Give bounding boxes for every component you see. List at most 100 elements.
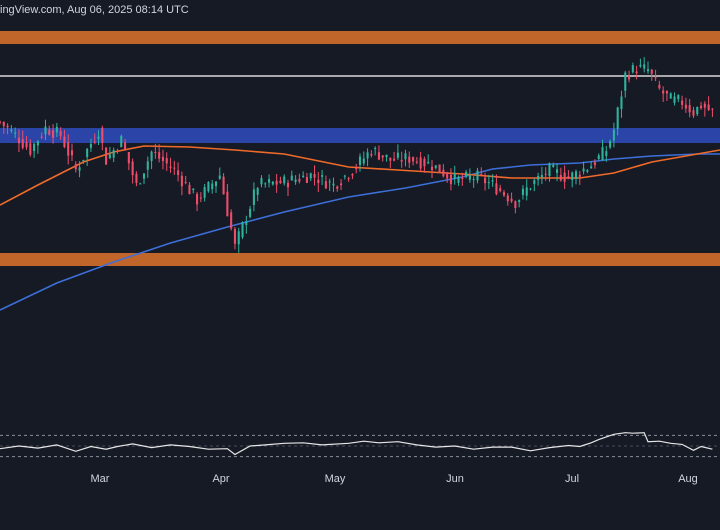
candle xyxy=(499,184,502,193)
candle xyxy=(237,227,240,253)
candle-body xyxy=(412,157,415,162)
candle-body xyxy=(279,180,282,184)
candle xyxy=(590,161,593,169)
candle xyxy=(673,92,676,106)
candle xyxy=(241,221,244,240)
candle-body xyxy=(313,173,316,178)
candle xyxy=(419,151,422,171)
candle-body xyxy=(302,175,305,178)
candle xyxy=(574,169,578,185)
candle-body xyxy=(499,188,502,192)
candle-body xyxy=(370,154,373,156)
candle-body xyxy=(33,143,36,152)
candle-body xyxy=(271,181,274,185)
candle xyxy=(688,98,691,118)
candle xyxy=(468,168,471,183)
x-tick-jun: Jun xyxy=(446,473,464,485)
candle xyxy=(472,176,475,188)
candle-body xyxy=(230,212,233,229)
candle-body xyxy=(442,169,445,177)
candle-body xyxy=(650,69,653,74)
candle-body xyxy=(446,172,449,179)
candle xyxy=(279,176,282,184)
candle xyxy=(597,153,600,161)
candle xyxy=(324,175,327,189)
candle xyxy=(347,176,350,182)
candle xyxy=(446,171,449,183)
candle xyxy=(146,156,149,178)
candle-body xyxy=(491,180,494,182)
candle-body xyxy=(105,147,108,165)
candle xyxy=(578,170,581,185)
candle xyxy=(643,57,646,73)
candle xyxy=(639,58,642,68)
candle xyxy=(275,173,278,193)
candle xyxy=(260,175,263,188)
candle-body xyxy=(684,104,687,109)
candle xyxy=(559,167,562,182)
candle-body xyxy=(358,156,362,165)
candle xyxy=(385,154,388,162)
candle-body xyxy=(150,151,153,161)
candle xyxy=(461,172,464,186)
candle-body xyxy=(89,143,92,148)
candle xyxy=(362,151,365,166)
candle xyxy=(703,101,706,117)
candle xyxy=(203,183,206,202)
candle xyxy=(381,155,384,162)
candle-body xyxy=(192,188,195,190)
candle-body xyxy=(582,168,585,172)
candle xyxy=(10,125,13,134)
candle xyxy=(567,170,570,180)
candle xyxy=(370,150,373,158)
candle xyxy=(612,122,615,148)
candle-body xyxy=(264,183,267,185)
candle-body xyxy=(146,161,149,170)
candle-body xyxy=(268,179,271,183)
candle-body xyxy=(275,180,278,185)
candle xyxy=(502,189,506,197)
candle-body xyxy=(196,194,199,205)
candle xyxy=(355,163,358,174)
candle xyxy=(495,174,498,196)
candle xyxy=(317,172,320,192)
candle xyxy=(389,157,392,168)
candle xyxy=(665,90,668,101)
x-tick-mar: Mar xyxy=(91,473,110,485)
ma-slow xyxy=(0,153,720,311)
candle-body xyxy=(2,121,5,127)
candle xyxy=(112,147,115,163)
candle-body xyxy=(601,147,604,161)
candle xyxy=(525,179,528,201)
candle-body xyxy=(472,179,475,181)
candle xyxy=(514,200,517,214)
candle xyxy=(321,169,324,186)
candle xyxy=(294,175,297,185)
candle-body xyxy=(324,181,327,189)
candle-body xyxy=(286,182,290,188)
candle-body xyxy=(184,182,187,184)
candle-body xyxy=(249,208,252,217)
candle xyxy=(302,171,305,178)
candle-body xyxy=(669,93,672,99)
candle xyxy=(25,136,28,150)
candle-body xyxy=(260,178,263,185)
candles-layer xyxy=(0,57,714,253)
candle-body xyxy=(366,152,369,159)
candle xyxy=(74,161,77,173)
candle xyxy=(139,182,142,185)
x-tick-aug: Aug xyxy=(678,473,698,485)
candle xyxy=(537,172,540,186)
candle-body xyxy=(624,72,627,91)
candle-body xyxy=(609,140,612,148)
candle xyxy=(93,133,96,145)
candle xyxy=(116,148,119,154)
candle xyxy=(214,180,218,193)
candle-body xyxy=(628,75,631,80)
candle xyxy=(97,130,100,146)
candle xyxy=(124,138,127,151)
candle xyxy=(192,188,195,194)
x-axis: Mar Apr May Jun Jul Aug xyxy=(91,473,698,485)
candle-body xyxy=(177,170,180,175)
candle-body xyxy=(711,108,714,110)
